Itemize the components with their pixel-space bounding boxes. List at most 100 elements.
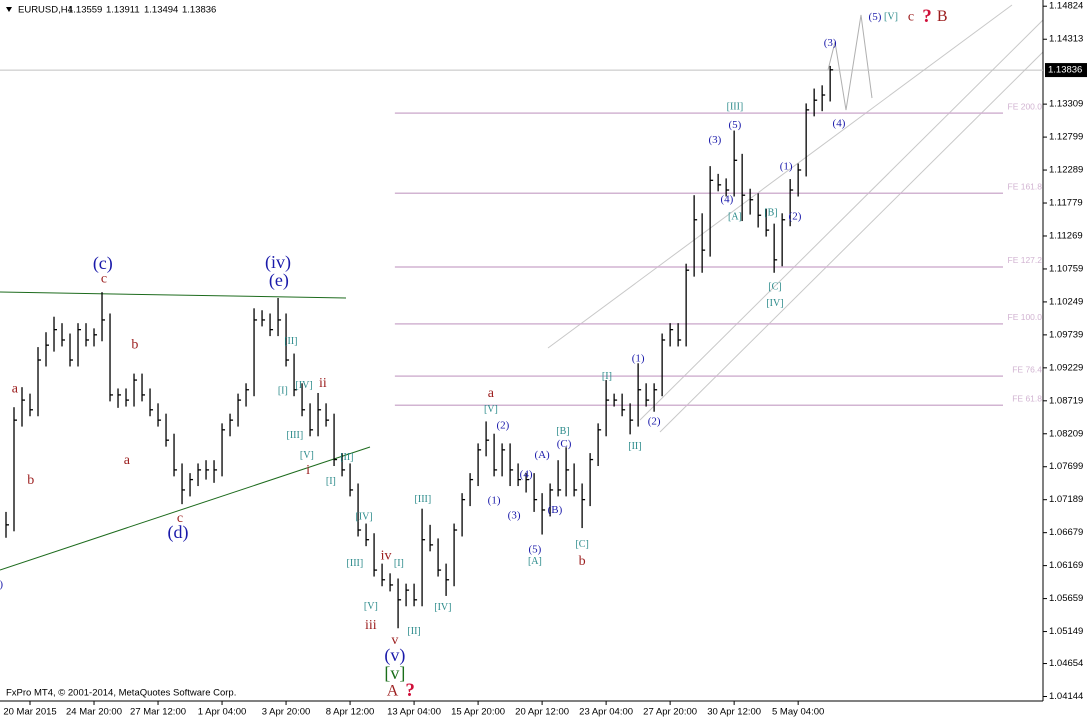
- wave-label: (5): [729, 119, 742, 131]
- y-tick-label: 1.11779: [1049, 198, 1083, 209]
- x-tick-label: 13 Apr 04:00: [387, 707, 441, 718]
- y-tick-label: 1.06169: [1049, 560, 1083, 571]
- wave-label: [V]: [484, 404, 498, 415]
- wave-label: c: [101, 271, 107, 286]
- y-tick-label: 1.08719: [1049, 395, 1083, 406]
- wave-label: [III]: [415, 494, 432, 505]
- wave-label: (B): [548, 504, 563, 516]
- y-tick-label: 1.13309: [1049, 99, 1083, 110]
- x-tick-label: 30 Apr 12:00: [707, 707, 761, 718]
- wave-label: [III]: [727, 102, 744, 113]
- menu-arrow: [6, 7, 12, 12]
- y-tick-label: 1.14313: [1049, 34, 1083, 45]
- wave-label: [I]: [394, 558, 404, 569]
- x-tick-label: 27 Apr 20:00: [643, 707, 697, 718]
- wave-label: c: [177, 511, 183, 526]
- wave-label: B: [937, 8, 948, 25]
- wave-label: (2): [648, 416, 661, 428]
- wave-label: [IV]: [434, 602, 451, 613]
- wave-label: [IV]: [355, 511, 372, 522]
- wave-label: [II]: [628, 441, 641, 452]
- header-price: 1.13559: [68, 5, 102, 16]
- wave-label: (1): [488, 494, 501, 506]
- wave-label: (iv): [265, 252, 291, 273]
- channel-line: [659, 51, 1044, 433]
- wave-label: iii: [365, 618, 377, 633]
- wave-label: (d): [168, 522, 189, 543]
- wave-label: b: [131, 337, 138, 352]
- trend-line: [0, 446, 371, 571]
- y-tick-label: 1.05659: [1049, 593, 1083, 604]
- header-price: 1.13911: [106, 5, 140, 16]
- wave-label: b: [27, 473, 34, 488]
- wave-label: (4): [721, 193, 734, 205]
- wave-label: [I]: [602, 371, 612, 382]
- fib-label: FE 127.2: [1008, 255, 1043, 265]
- wave-label: [IV]: [766, 298, 783, 309]
- wave-label: [A]: [528, 556, 542, 567]
- fib-label: FE 76.4: [1012, 364, 1042, 374]
- y-tick-label: 1.10759: [1049, 263, 1083, 274]
- wave-label: A: [387, 682, 399, 699]
- wave-label: (2): [789, 211, 802, 223]
- wave-label: [C]: [575, 539, 588, 550]
- fib-label: FE 200.0: [1008, 101, 1043, 111]
- wave-label: ): [0, 578, 3, 590]
- x-tick-label: 24 Mar 20:00: [66, 707, 122, 718]
- wave-label: (5): [869, 11, 882, 23]
- wave-label: [V]: [300, 450, 314, 461]
- wave-label: (4): [520, 469, 533, 481]
- wave-label: [B]: [556, 426, 569, 437]
- wave-label: [V]: [364, 601, 378, 612]
- symbol: EURUSD,H4: [18, 5, 73, 16]
- wave-label: [II]: [340, 452, 353, 463]
- y-tick-label: 1.11269: [1049, 230, 1083, 241]
- wave-label: (C): [557, 438, 572, 450]
- wave-label: (2): [496, 419, 509, 431]
- y-tick-label: 1.07699: [1049, 461, 1083, 472]
- wave-label: iv: [381, 549, 392, 564]
- wave-label: [III]: [287, 430, 304, 441]
- wave-label: (4): [833, 118, 846, 130]
- wave-label: v: [391, 633, 398, 648]
- wave-label: (e): [269, 270, 289, 291]
- fib-label: FE 100.0: [1008, 312, 1043, 322]
- y-tick-label: 1.09229: [1049, 362, 1083, 373]
- wave-label: a: [12, 381, 19, 396]
- wave-label: [v]: [384, 663, 405, 683]
- y-tick-label: 1.10249: [1049, 296, 1083, 307]
- x-tick-label: 20 Mar 2015: [3, 707, 56, 718]
- wave-label: [IV]: [295, 380, 312, 391]
- wave-label: a: [488, 386, 495, 401]
- y-tick-label: 1.05149: [1049, 626, 1083, 637]
- wave-label: [C]: [768, 281, 781, 292]
- last-price-label: 1.13836: [1048, 65, 1082, 76]
- x-tick-label: 27 Mar 12:00: [130, 707, 186, 718]
- y-tick-label: 1.09739: [1049, 329, 1083, 340]
- last-price-box: [1045, 63, 1087, 78]
- trend-lines: [0, 4, 1044, 571]
- wave-label: ?: [922, 6, 932, 27]
- y-tick-label: 1.08209: [1049, 428, 1083, 439]
- y-tick-label: 1.04654: [1049, 658, 1083, 669]
- x-tick-label: 3 Apr 20:00: [262, 707, 311, 718]
- wave-label: b: [579, 554, 586, 569]
- wave-label: i: [306, 463, 310, 478]
- y-tick-label: 1.04144: [1049, 691, 1083, 702]
- wave-label: [I]: [326, 476, 336, 487]
- x-tick-label: 23 Apr 04:00: [579, 707, 633, 718]
- y-tick-label: 1.12799: [1049, 132, 1083, 143]
- wave-label: [II]: [407, 626, 420, 637]
- header-price: 1.13494: [144, 5, 178, 16]
- y-tick-label: 1.06679: [1049, 527, 1083, 538]
- wave-label: [A]: [728, 211, 742, 222]
- fib-label: FE 161.8: [1008, 182, 1043, 192]
- wave-label: a: [124, 453, 131, 468]
- wave-label: (c): [93, 253, 113, 274]
- wave-label: [I]: [278, 385, 288, 396]
- wave-label: (A): [534, 449, 550, 461]
- wave-label: (5): [528, 544, 541, 556]
- channel-line: [639, 19, 1044, 421]
- wave-label: [III]: [347, 558, 364, 569]
